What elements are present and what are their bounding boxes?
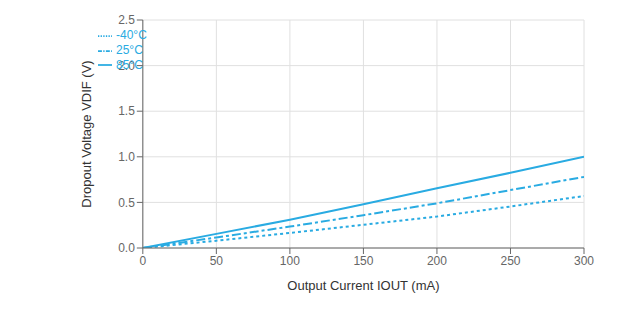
svg-text:200: 200 — [427, 254, 447, 268]
svg-text:Output Current IOUT (mA): Output Current IOUT (mA) — [287, 278, 439, 293]
svg-text:Dropout Voltage VDIF (V): Dropout Voltage VDIF (V) — [79, 60, 94, 207]
svg-text:0.5: 0.5 — [118, 196, 135, 210]
svg-text:2.5: 2.5 — [118, 13, 135, 27]
svg-text:150: 150 — [353, 254, 373, 268]
svg-text:300: 300 — [574, 254, 594, 268]
svg-text:1.5: 1.5 — [118, 104, 135, 118]
svg-text:0: 0 — [139, 254, 146, 268]
svg-text:100: 100 — [280, 254, 300, 268]
svg-text:0.0: 0.0 — [118, 241, 135, 255]
svg-text:250: 250 — [500, 254, 520, 268]
svg-text:1.0: 1.0 — [118, 150, 135, 164]
svg-text:50: 50 — [210, 254, 224, 268]
svg-text:2.0: 2.0 — [118, 59, 135, 73]
